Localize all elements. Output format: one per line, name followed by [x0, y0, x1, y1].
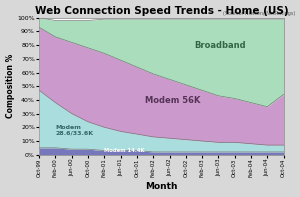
Y-axis label: Composition %: Composition %	[6, 54, 15, 118]
Text: (Source: Nielsen//NetRatings): (Source: Nielsen//NetRatings)	[223, 11, 295, 16]
Text: Broadband: Broadband	[194, 41, 246, 50]
X-axis label: Month: Month	[145, 182, 178, 191]
Title: Web Connection Speed Trends - Home (US): Web Connection Speed Trends - Home (US)	[34, 6, 288, 16]
Text: Modem
28.6/33.6K: Modem 28.6/33.6K	[56, 125, 94, 135]
Text: Modem 14.4K: Modem 14.4K	[104, 148, 145, 153]
Text: Modem 56K: Modem 56K	[145, 96, 200, 105]
